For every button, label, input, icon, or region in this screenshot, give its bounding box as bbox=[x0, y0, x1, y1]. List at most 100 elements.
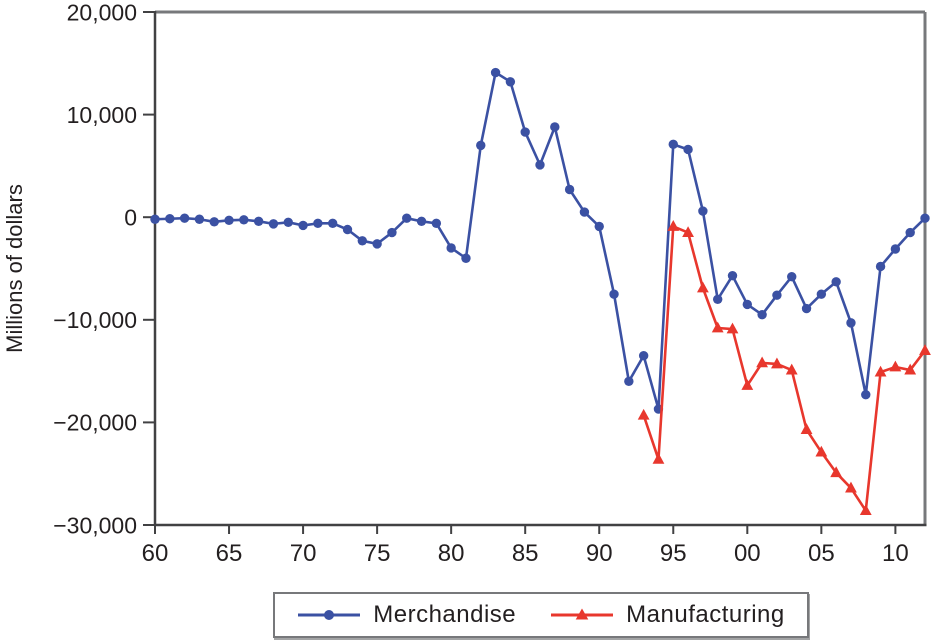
merchandise-point bbox=[742, 299, 753, 310]
legend-label-manufacturing: Manufacturing bbox=[626, 601, 785, 628]
x-tick-label: 10 bbox=[882, 540, 909, 567]
merchandise-point bbox=[861, 389, 871, 400]
legend-label-merchandise: Merchandise bbox=[373, 601, 517, 628]
manufacturing-point bbox=[711, 321, 724, 333]
manufacturing-line bbox=[642, 225, 927, 512]
merchandise-point bbox=[505, 77, 516, 87]
merchandise-point bbox=[683, 144, 693, 155]
manufacturing-point bbox=[682, 226, 694, 237]
merchandise-point bbox=[520, 127, 530, 137]
merchandise-point bbox=[638, 351, 649, 361]
merchandise-line bbox=[154, 71, 926, 411]
merchandise-point bbox=[283, 217, 293, 228]
manufacturing-point bbox=[696, 281, 709, 293]
merchandise-point bbox=[165, 214, 175, 224]
merchandise-series bbox=[150, 67, 930, 414]
merchandise-point bbox=[476, 140, 486, 151]
merchandise-point bbox=[313, 218, 323, 229]
x-tick-label: 65 bbox=[216, 540, 243, 567]
y-tick-label: 0 bbox=[124, 204, 137, 230]
manufacturing-point bbox=[904, 363, 917, 375]
y-axis-title: Millions of dollars bbox=[2, 184, 27, 353]
manufacturing-point bbox=[726, 322, 739, 334]
y-tick-label: 20,000 bbox=[67, 0, 137, 25]
manufacturing-point bbox=[874, 365, 887, 377]
manufacturing-point bbox=[741, 379, 754, 390]
x-tick-label: 70 bbox=[290, 540, 317, 567]
manufacturing-point bbox=[667, 220, 680, 231]
merchandise-point bbox=[801, 303, 812, 314]
merchandise-point bbox=[268, 219, 279, 229]
merchandise-point bbox=[357, 236, 368, 246]
x-tick-label: 90 bbox=[586, 540, 613, 567]
merchandise-point bbox=[609, 289, 619, 299]
merchandise-point bbox=[150, 214, 160, 224]
x-axis: 60 65 70 75 80 85 90 95 00 05 10 bbox=[142, 525, 909, 567]
plot-frame bbox=[153, 10, 927, 527]
merchandise-point bbox=[194, 214, 205, 224]
legend-item-merchandise: Merchandise bbox=[297, 601, 516, 629]
y-axis: 20,000 10,000 0 −10,000 −20,000 −30,000 bbox=[53, 0, 155, 538]
merchandise-point bbox=[787, 272, 797, 282]
manufacturing-point bbox=[919, 344, 931, 355]
merchandise-point bbox=[402, 213, 412, 223]
x-tick-label: 00 bbox=[734, 540, 761, 567]
merchandise-point bbox=[298, 220, 308, 231]
merchandise-point bbox=[757, 309, 767, 320]
merchandise-point bbox=[253, 216, 264, 227]
merchandise-point bbox=[698, 206, 708, 216]
manufacturing-point bbox=[845, 481, 857, 493]
merchandise-point bbox=[327, 218, 338, 229]
merchandise-point bbox=[905, 227, 915, 238]
x-tick-label: 85 bbox=[512, 540, 539, 567]
merchandise-point bbox=[564, 184, 575, 195]
merchandise-point bbox=[875, 261, 886, 272]
merchandise-point bbox=[624, 376, 634, 387]
merchandise-point bbox=[239, 215, 249, 225]
manufacturing-point bbox=[859, 504, 872, 516]
y-tick-label: −30,000 bbox=[53, 512, 137, 538]
merchandise-point bbox=[579, 207, 590, 217]
manufacturing-point bbox=[771, 357, 783, 369]
merchandise-point bbox=[772, 290, 782, 300]
manufacturing-series bbox=[637, 220, 931, 516]
x-tick-label: 95 bbox=[660, 540, 687, 567]
merchandise-point bbox=[712, 294, 723, 304]
y-tick-label: −20,000 bbox=[53, 410, 137, 436]
manufacturing-legend-swatch bbox=[551, 608, 614, 620]
manufacturing-line-triangle-icon bbox=[550, 607, 614, 623]
x-tick-label: 80 bbox=[438, 540, 465, 567]
merchandise-line-circle-icon bbox=[297, 607, 361, 623]
manufacturing-point bbox=[756, 356, 769, 368]
merchandise-point bbox=[461, 253, 471, 263]
manufacturing-point bbox=[637, 408, 650, 420]
merchandise-point bbox=[890, 244, 901, 254]
merchandise-point bbox=[431, 218, 442, 229]
merchandise-point bbox=[179, 213, 190, 223]
legend-item-manufacturing: Manufacturing bbox=[550, 601, 785, 629]
merchandise-point bbox=[387, 227, 397, 238]
x-tick-label: 75 bbox=[364, 540, 391, 567]
merchandise-point bbox=[224, 215, 234, 225]
x-tick-label: 05 bbox=[808, 540, 835, 567]
manufacturing-point bbox=[800, 423, 813, 434]
merchandise-point bbox=[446, 243, 456, 253]
merchandise-point bbox=[209, 217, 219, 227]
merchandise-point bbox=[846, 318, 856, 328]
manufacturing-point bbox=[815, 445, 828, 457]
manufacturing-point bbox=[889, 360, 902, 372]
merchandise-point bbox=[550, 122, 560, 132]
legend: Merchandise Manufacturing bbox=[273, 592, 809, 638]
manufacturing-point bbox=[652, 452, 665, 464]
merchandise-legend-swatch bbox=[298, 610, 361, 620]
merchandise-point bbox=[535, 160, 545, 170]
merchandise-point bbox=[416, 216, 427, 227]
y-tick-label: 10,000 bbox=[67, 102, 137, 128]
merchandise-point bbox=[920, 213, 930, 223]
merchandise-point bbox=[727, 270, 738, 281]
manufacturing-point bbox=[830, 466, 843, 478]
x-tick-label: 60 bbox=[142, 540, 169, 567]
merchandise-point bbox=[831, 277, 841, 287]
